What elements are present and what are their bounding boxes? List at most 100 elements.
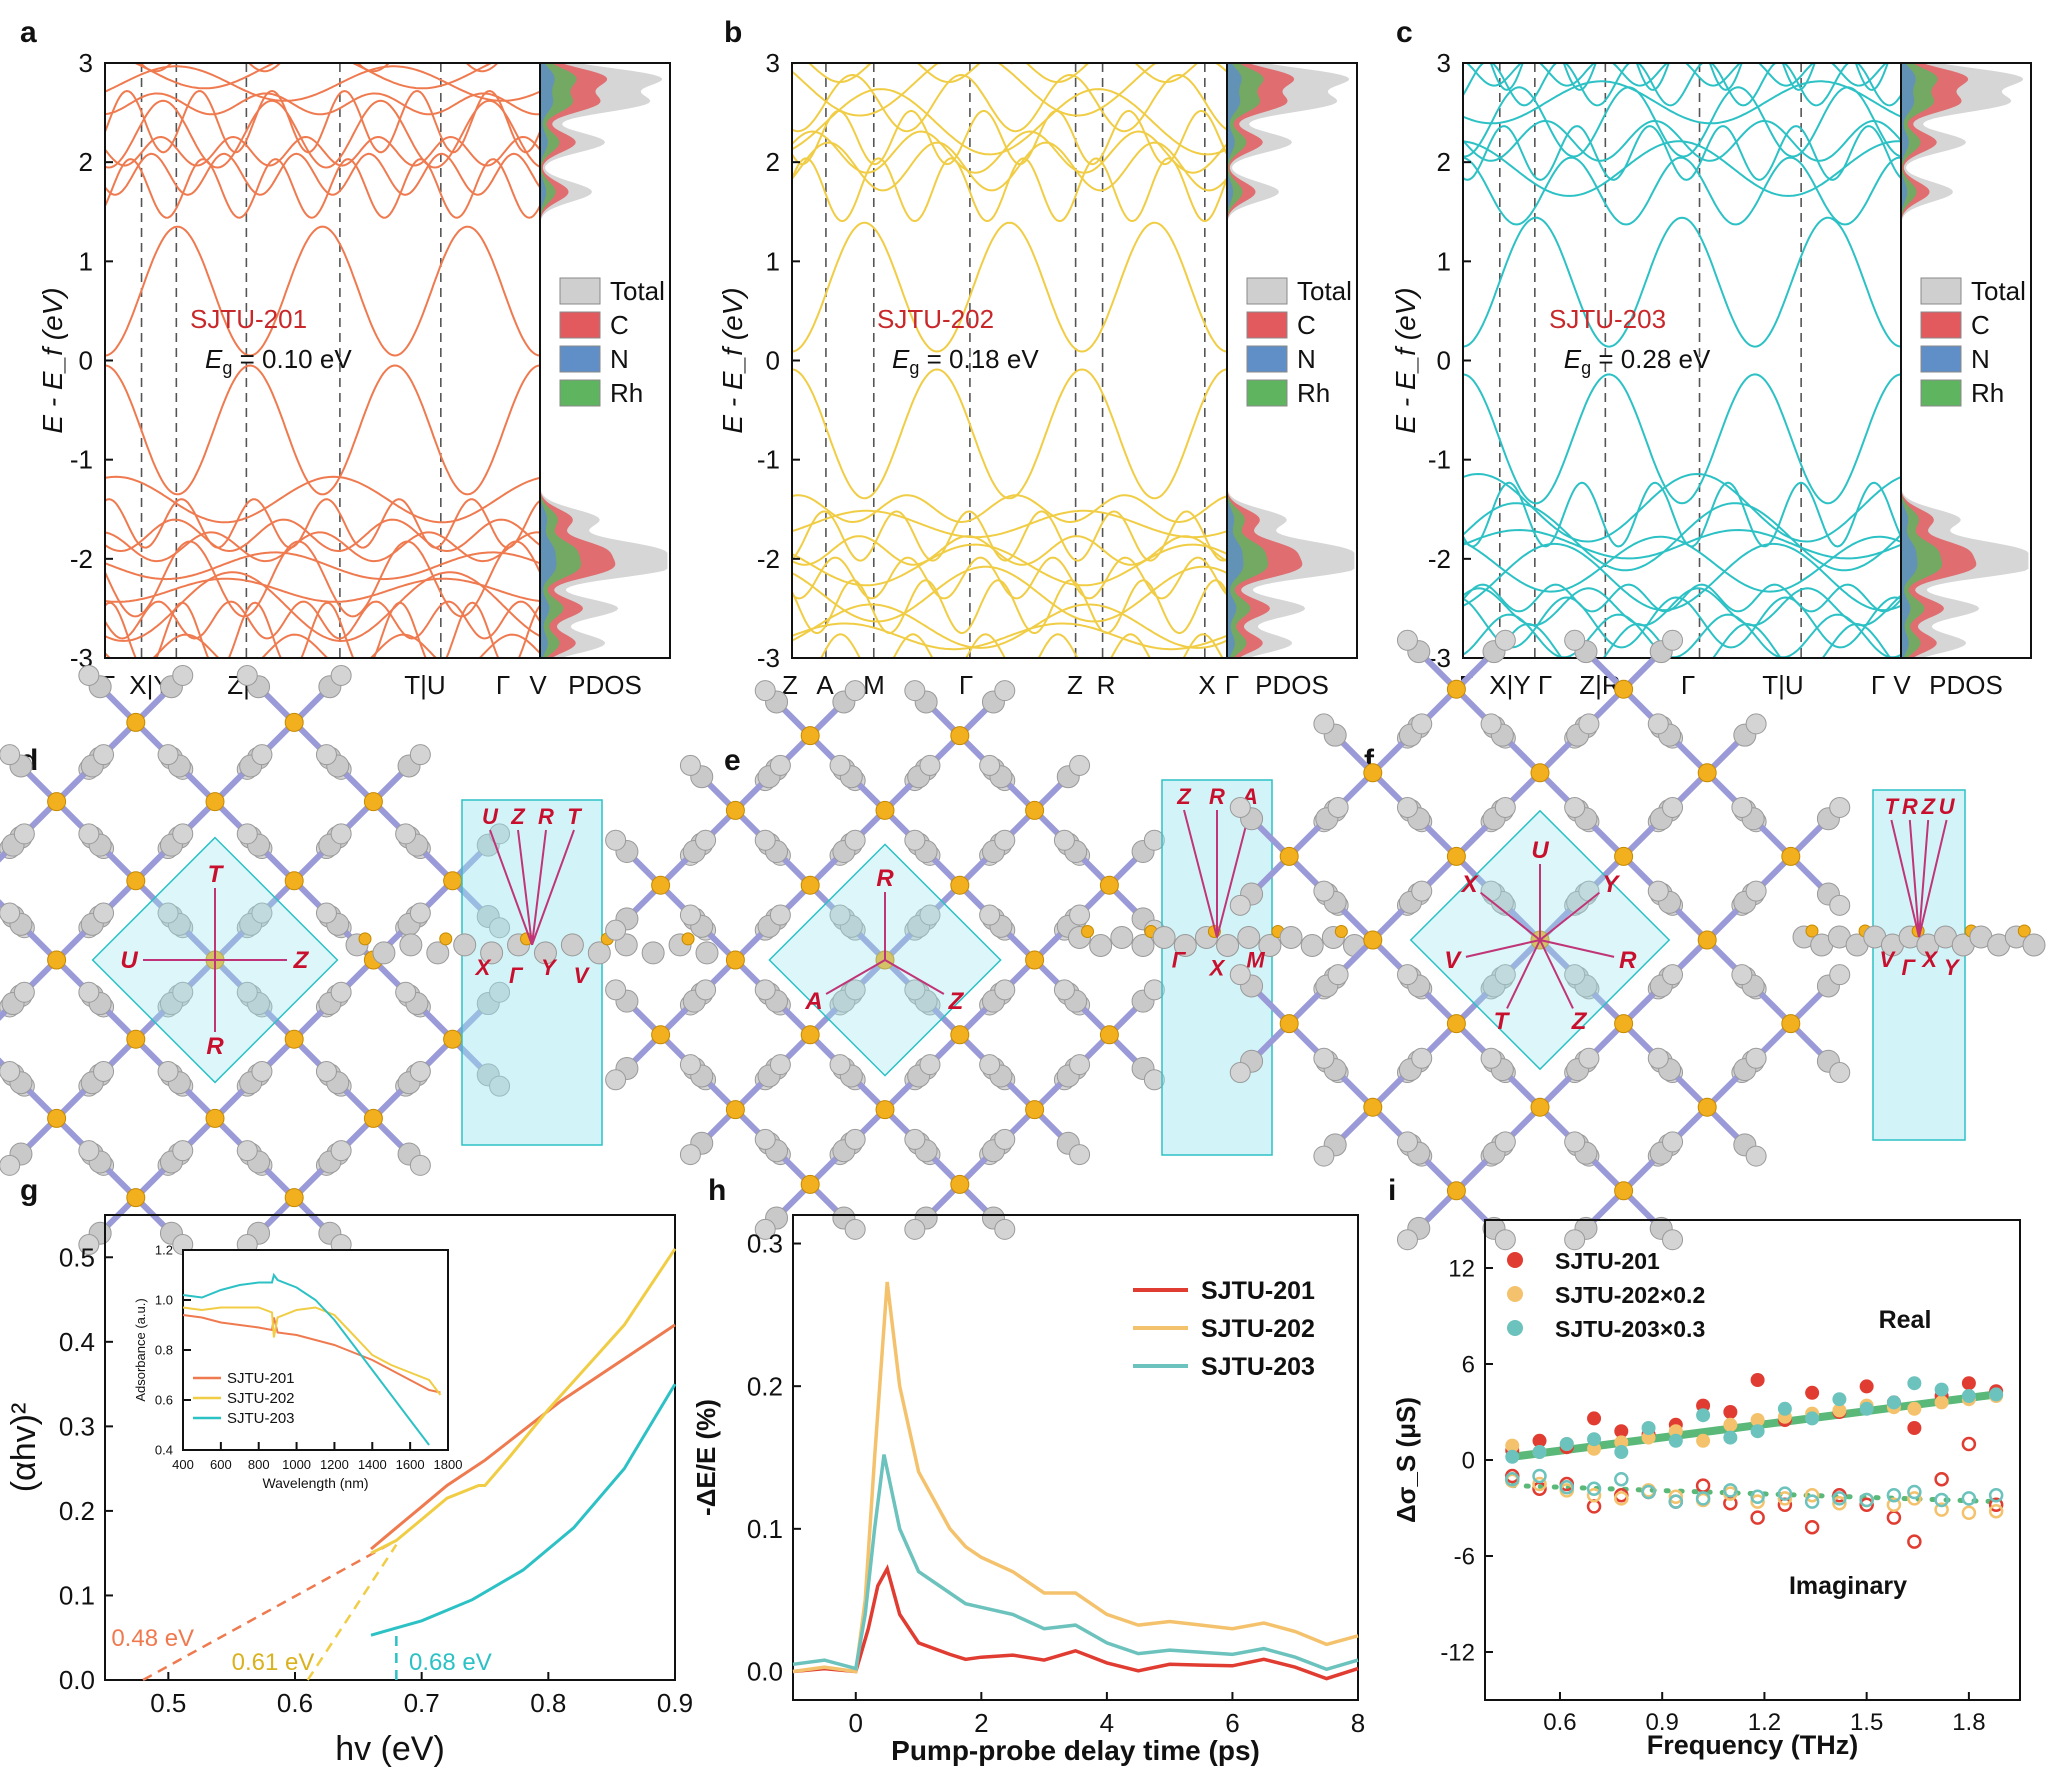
carbon-atom [489,917,511,939]
band-line [792,221,1228,353]
carbon-atom [330,1140,352,1162]
rhodium-atom [47,1108,67,1128]
conductivity-chart: 0.6 0.9 1.2 1.5 1.8 12 6 0 -6 -12 SJTU-201 SJTU-202… [1391,1219,2021,1760]
y-tick-label: 1.2 [155,1243,173,1258]
real-point [1750,1424,1765,1439]
imaginary-point [1988,1503,2004,1519]
kpath-line [531,829,547,946]
rhodium-atom [443,1029,463,1049]
layer-atom [453,933,477,957]
y-tick-label: -1 [70,445,93,475]
carbon-atom [1647,880,1669,902]
x-tick-label: 1.5 [1850,1709,1883,1736]
carbon-atom [1564,629,1586,651]
rhodium-atom [950,1025,970,1045]
carbon-atom [979,904,1001,926]
kpath-label: U [482,804,499,829]
rhodium-atom [725,1100,745,1120]
panel-label-h: h [708,1174,726,1207]
kpath-label: X [1920,947,1938,972]
rhodium-atom [47,792,67,812]
rhodium-atom [284,1188,304,1208]
band-line [1463,587,1902,627]
carbon-atom [172,823,194,845]
rhodium-atom [875,1100,895,1120]
carbon-atom [754,829,776,851]
kpoint-label: T|U [1762,670,1803,700]
y-tick-label: 0.1 [747,1514,783,1544]
carbon-atom [754,680,776,702]
kpath-label: Γ [1172,948,1187,973]
layer-atom [641,941,665,965]
x-tick-label: 0.6 [1543,1709,1576,1736]
kpath-line [1918,819,1930,938]
panel-label-c: c [1396,16,1413,49]
carbon-atom [1564,1229,1586,1251]
band-line [792,579,1228,635]
carbon-atom [1396,1229,1418,1251]
kpath-label: Z [1920,794,1936,819]
layer-atom [560,933,584,957]
carbon-atom [93,744,115,766]
rhodium-atom [126,1188,146,1208]
rhodium-atom [800,1174,820,1194]
legend-swatch [1920,277,1962,305]
band-line [792,368,1228,500]
carbon-atom [1143,829,1165,851]
layer-metal-atom [1081,925,1094,938]
rhodium-atom [1446,846,1466,866]
rhodium-atom [284,871,304,891]
imaginary-point [1750,1489,1765,1505]
pdos-c-area [1227,63,1303,658]
band-line [1463,528,1902,560]
kpath-line [531,829,575,946]
carbon-atom [994,829,1016,851]
legend-swatch [1246,311,1288,339]
real-point [1532,1445,1547,1459]
kpath-label: Z [1571,1008,1588,1035]
carbon-atom [0,1060,21,1082]
inset-background [183,1250,448,1450]
band-line [792,63,1227,65]
rhodium-atom [205,792,225,812]
y-tick-label: -6 [1454,1543,1475,1570]
y-tick-label: 0.1 [59,1581,95,1611]
x-tick-label: 1000 [282,1457,311,1472]
inset-y-axis-label: Adsorbance (a.u.) [133,1298,148,1401]
real-point [1532,1433,1547,1448]
imaginary-point [1988,1497,2004,1513]
carbon-atom [1480,1047,1502,1069]
legend-label: N [1971,344,1990,374]
y-tick-label: -2 [70,544,93,574]
real-point [1505,1438,1520,1453]
legend-swatch [1246,345,1288,373]
carbon-atom [330,823,352,845]
kpath-label: X [1460,871,1480,898]
kpath-line [489,829,533,946]
pdos-c-area [540,63,616,658]
carbon-atom [994,979,1016,1001]
carbon-atom [829,754,851,776]
panel-label-g: g [20,1174,38,1207]
y-tick-label: 2 [766,147,780,177]
real-point [1668,1433,1683,1448]
rhodium-atom [205,1108,225,1128]
layer-atom [1152,926,1176,949]
layer-atom [1131,934,1155,957]
kpath-line [1183,809,1218,938]
carbon-atom [409,1060,431,1082]
carbon-atom [1229,964,1251,986]
legend-label: SJTU-201 [1555,1248,1660,1274]
rhodium-atom [800,726,820,746]
kpath-label: T [208,861,225,888]
imaginary-point [1804,1487,1820,1503]
carbon-atom [409,1154,431,1176]
band-line [105,551,541,581]
x-tick-label: 6 [1225,1708,1239,1738]
y-tick-label: 12 [1448,1255,1475,1282]
kpath-line [1216,809,1251,938]
kpoint-label: A [816,670,834,700]
pdos-label: PDOS [568,670,642,700]
legend-swatch [1246,379,1288,407]
extrapolation-line [142,1539,397,1682]
